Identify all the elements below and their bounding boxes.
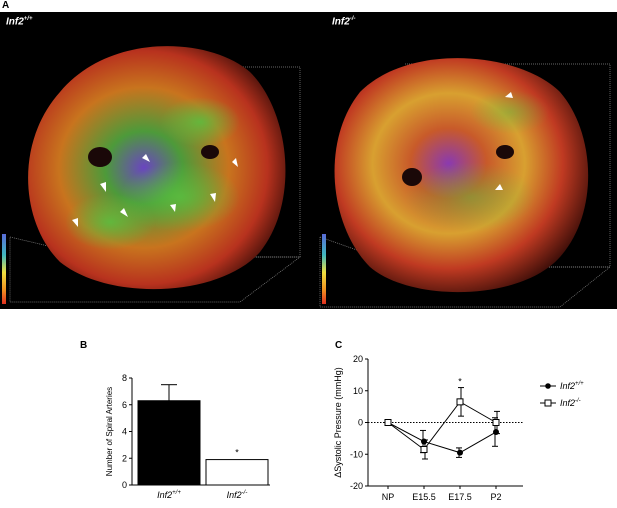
legend-item-knockout: Inf2-/-: [540, 398, 581, 408]
y-tick-label: 0: [122, 480, 127, 490]
data-point: [421, 438, 427, 445]
significance-marker: *: [235, 448, 239, 458]
y-tick-label: -10: [350, 449, 363, 459]
depth-scale-right: [322, 234, 326, 304]
micrograph-right: [319, 58, 611, 308]
legend-item-wildtype: Inf2+/+: [540, 381, 584, 391]
depth-scale-left: [2, 234, 6, 304]
data-point: [456, 398, 464, 406]
x-tick-label: P2: [490, 492, 501, 502]
x-tick-label: Inf2+/+: [157, 490, 181, 500]
arrowheads-left: [72, 154, 238, 227]
x-tick-label: E17.5: [448, 492, 472, 502]
micrograph-panel: Inf2+/+ Inf2-/-: [0, 12, 617, 309]
bar: [137, 400, 201, 486]
arrowheads-right: [495, 92, 513, 190]
data-point: [493, 429, 499, 436]
series-line: [387, 401, 497, 451]
y-tick-label: 8: [122, 373, 127, 383]
data-point: [492, 419, 500, 426]
data-point: [420, 445, 428, 453]
micrograph-left-label: Inf2+/+: [6, 16, 33, 28]
y-tick-label: 2: [122, 453, 127, 463]
y-tick-label: 0: [358, 418, 363, 428]
y-tick-label: 10: [353, 386, 363, 396]
series-line: [387, 422, 497, 454]
panel-b-letter: B: [80, 340, 88, 351]
panel-a-letter: A: [2, 0, 10, 11]
panel-c-letter: C: [335, 340, 343, 351]
bar-chart: 0 2 4 6 8 Number of Spiral Arteries Inf2+/+ Inf…: [105, 373, 270, 500]
legend-marker-open-square: [540, 399, 556, 407]
y-tick-label: -20: [350, 481, 363, 491]
data-point: [384, 419, 392, 426]
y-axis-title: ΔSystolic Pressure (mmHg): [333, 367, 343, 478]
x-tick-label: E15.5: [412, 492, 436, 502]
micrograph-left: [2, 46, 302, 304]
x-tick-label: NP: [382, 492, 395, 502]
y-tick-label: 4: [122, 427, 127, 437]
line-chart: -20 -10 0 10 20 NP E15.5 E17.5 P2 ΔSystolic Press…: [333, 354, 523, 502]
x-tick-label: Inf2-/-: [227, 490, 248, 500]
y-axis-title: Number of Spiral Arteries: [105, 387, 114, 476]
bar: [205, 459, 269, 486]
micrograph-right-label: Inf2-/-: [332, 16, 356, 28]
legend-marker-filled-circle: [540, 383, 556, 389]
data-point: [457, 449, 463, 456]
micrograph-images: [2, 46, 611, 308]
y-tick-label: 6: [122, 400, 127, 410]
significance-marker: *: [458, 377, 462, 387]
y-tick-label: 20: [353, 354, 363, 364]
